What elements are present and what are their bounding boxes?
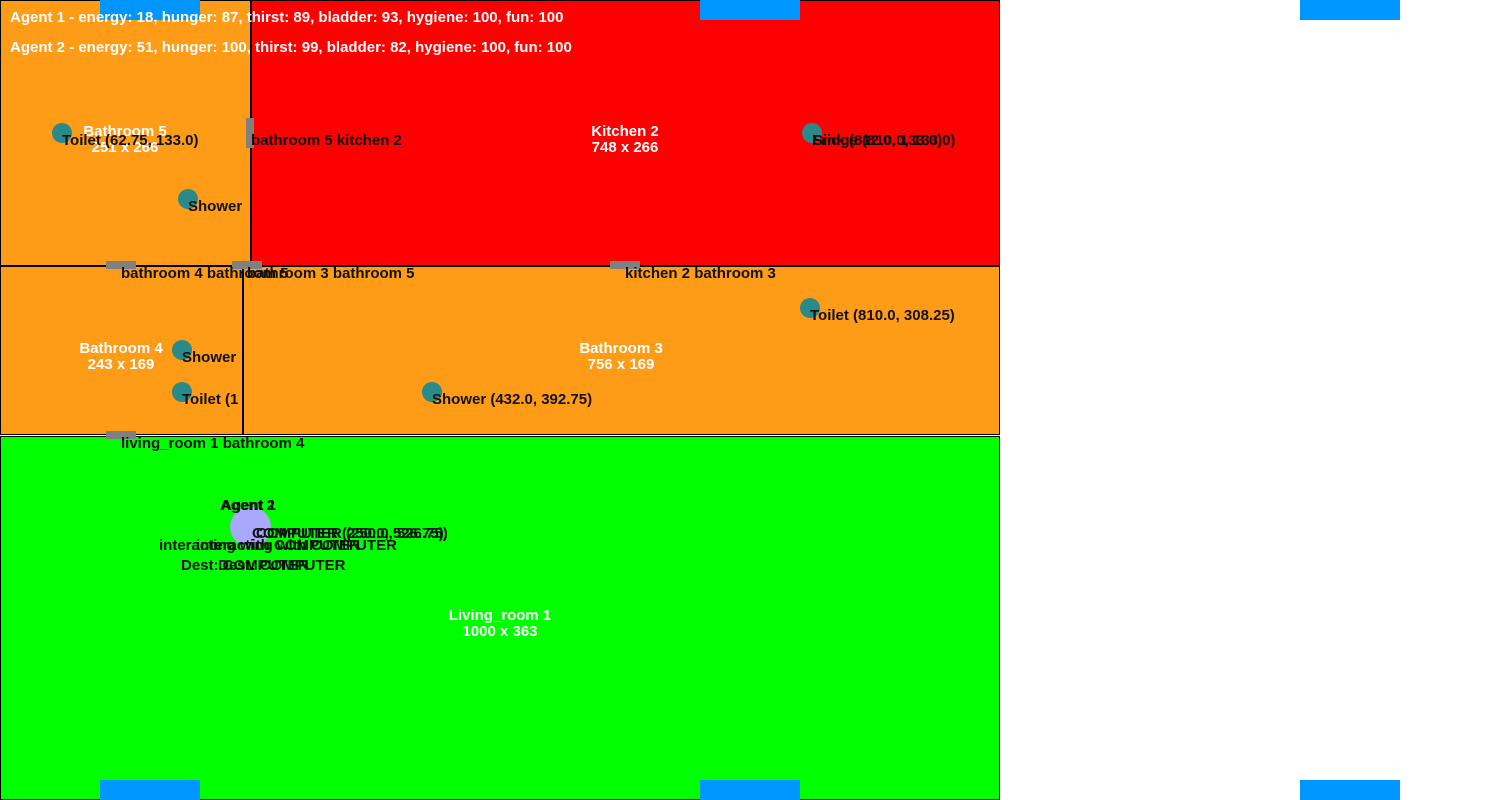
- door-label: bathroom 3 bathroom 5: [247, 265, 415, 282]
- object-label: Shower: [182, 349, 237, 366]
- window-bottom-1: [100, 780, 200, 800]
- agent-1-status: Agent 1 - energy: 18, hunger: 87, thirst…: [10, 9, 564, 26]
- door-label: kitchen 2 bathroom 3: [625, 265, 776, 282]
- door-bathroom5-kitchen2[interactable]: [246, 118, 254, 148]
- room-size: 748 x 266: [591, 139, 659, 156]
- door-label: bathroom 5 kitchen 2: [251, 132, 402, 149]
- object-label: Shower (432.0, 392.75): [432, 391, 593, 408]
- object-label: Toilet (62.75, 133.0): [62, 132, 199, 149]
- action-verb: interacting with: [196, 537, 307, 554]
- agent-1-destination: Dest: COMPUTER: [218, 557, 346, 574]
- object-label: Toilet (1: [182, 391, 239, 408]
- action-object: COMPUTER: [274, 537, 360, 554]
- room-name: Living_room 1: [448, 607, 552, 624]
- fridge-icon[interactable]: [802, 123, 822, 143]
- object-label: Shower: [188, 198, 243, 215]
- agent-2-status: Agent 2 - energy: 51, hunger: 100, thirs…: [10, 39, 572, 56]
- door-bathroom4-bathroom5[interactable]: [106, 261, 136, 269]
- agent-2-action: interacting with COMPUTER: [159, 537, 360, 554]
- room-name: Bathroom 4: [79, 340, 163, 357]
- room-living-room-1: [0, 436, 1000, 800]
- window-top-2: [700, 0, 800, 20]
- object-label: Fridge (810.0, 133.0): [812, 132, 956, 149]
- agent-1-action: interacting with COMPUTER: [196, 537, 397, 554]
- toilet-icon[interactable]: [800, 298, 820, 318]
- toilet-icon[interactable]: [52, 123, 72, 143]
- window-top-3: [1300, 0, 1400, 20]
- agent-1-avatar[interactable]: [231, 507, 271, 547]
- object-label: Sink (812.0, 133.0): [813, 132, 943, 149]
- room-title-bathroom-3: Bathroom 3 756 x 169: [579, 341, 662, 373]
- room-name: Bathroom 3: [579, 340, 663, 357]
- window-top-1: [100, 0, 200, 20]
- room-title-bathroom-5: Bathroom 5 251 x 266: [83, 124, 166, 156]
- room-bathroom-3: [243, 266, 1000, 435]
- room-size: 1000 x 363: [462, 623, 538, 640]
- agent-2-name: Agent 2: [220, 497, 276, 514]
- shower-icon[interactable]: [172, 340, 192, 360]
- room-title-kitchen-2: Kitchen 2 748 x 266: [591, 124, 659, 156]
- agent-2-destination: Dest: COMPUTER: [181, 557, 309, 574]
- agent-2-target: COMPUTER (250.0, 526.75): [252, 525, 444, 542]
- room-size: 243 x 169: [87, 356, 155, 373]
- shower-icon[interactable]: [422, 382, 442, 402]
- room-kitchen-2: [251, 0, 1000, 266]
- room-size: 756 x 169: [587, 356, 655, 373]
- room-title-bathroom-4: Bathroom 4 243 x 169: [79, 341, 162, 373]
- room-bathroom-5: [0, 0, 251, 266]
- room-size: 251 x 266: [91, 139, 159, 156]
- toilet-icon[interactable]: [172, 382, 192, 402]
- action-object: COMPUTER: [311, 537, 397, 554]
- window-bottom-2: [700, 780, 800, 800]
- agent-1-name: Agent 1: [221, 497, 277, 514]
- door-living-room1-bathroom4[interactable]: [106, 431, 136, 439]
- door-bathroom3-bathroom5[interactable]: [232, 261, 262, 269]
- agent-1-target: COMPUTER (250.0, 526.75): [256, 525, 448, 542]
- action-verb: interacting with: [159, 537, 270, 554]
- door-label: living_room 1 bathroom 4: [121, 435, 305, 452]
- object-label: Toilet (810.0, 308.25): [810, 307, 955, 324]
- room-name: Kitchen 2: [591, 123, 659, 140]
- shower-icon[interactable]: [178, 189, 198, 209]
- room-name: Bathroom 5: [83, 123, 167, 140]
- door-label: bathroom 4 bathroom 5: [121, 265, 289, 282]
- door-kitchen2-bathroom3[interactable]: [610, 261, 640, 269]
- room-title-living-room-1: Living_room 1 1000 x 363: [449, 608, 552, 640]
- window-bottom-3: [1300, 780, 1400, 800]
